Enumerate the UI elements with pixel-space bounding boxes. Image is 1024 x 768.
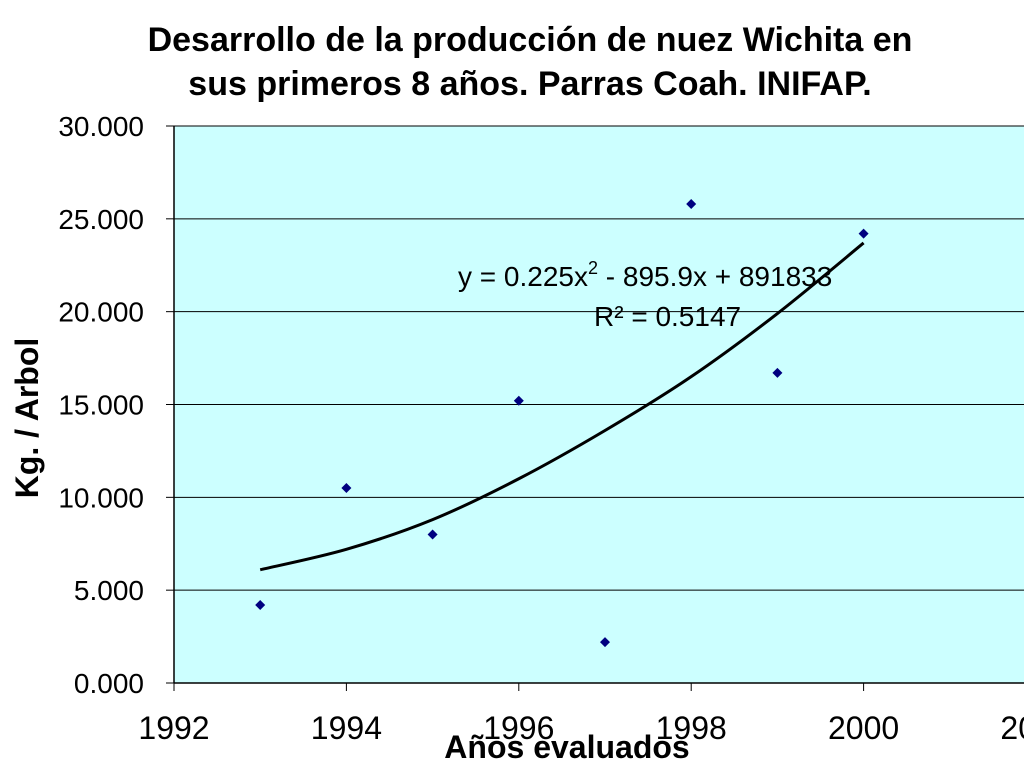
data-point <box>686 198 697 209</box>
y-tick-label: 5.000 <box>74 575 144 606</box>
data-point <box>427 529 438 540</box>
data-point <box>255 600 266 611</box>
trendline-equation: y = 0.225x2 - 895.9x + 891833 <box>458 258 832 292</box>
y-tick-label: 20.000 <box>58 297 144 328</box>
chart-title: Desarrollo de la producción de nuez Wich… <box>60 18 1000 106</box>
y-tick-label: 10.000 <box>58 482 144 513</box>
x-tick-label: 1992 <box>138 710 209 746</box>
equation-suffix: - 895.9x + 891833 <box>598 261 832 292</box>
y-tick-label: 15.000 <box>58 390 144 421</box>
data-point <box>772 367 783 378</box>
data-point <box>513 395 524 406</box>
x-axis-title: Años evaluados <box>444 729 689 765</box>
equation-prefix: y = 0.225x <box>458 261 588 292</box>
chart-title-line-2: sus primeros 8 años. Parras Coah. INIFAP… <box>188 65 872 103</box>
x-tick-label: 2000 <box>828 710 899 746</box>
trendline <box>259 241 865 572</box>
y-axis-title: Kg. / Arbol <box>9 338 45 499</box>
data-point <box>341 483 352 494</box>
trendline-r-squared: R² = 0.5147 <box>594 301 741 332</box>
x-tick-label: 1996 <box>483 710 554 746</box>
y-tick-label: 30.000 <box>58 111 144 142</box>
y-tick-label: 0.000 <box>74 668 144 699</box>
equation-exponent: 2 <box>588 258 598 278</box>
data-point <box>600 637 610 648</box>
data-point <box>858 228 869 239</box>
chart-title-line-1: Desarrollo de la producción de nuez Wich… <box>147 21 913 59</box>
x-tick-label: 1994 <box>311 710 382 746</box>
y-tick-label: 25.000 <box>58 204 144 235</box>
x-tick-label: 1998 <box>656 710 727 746</box>
x-tick-label: 2002 <box>1000 710 1024 746</box>
